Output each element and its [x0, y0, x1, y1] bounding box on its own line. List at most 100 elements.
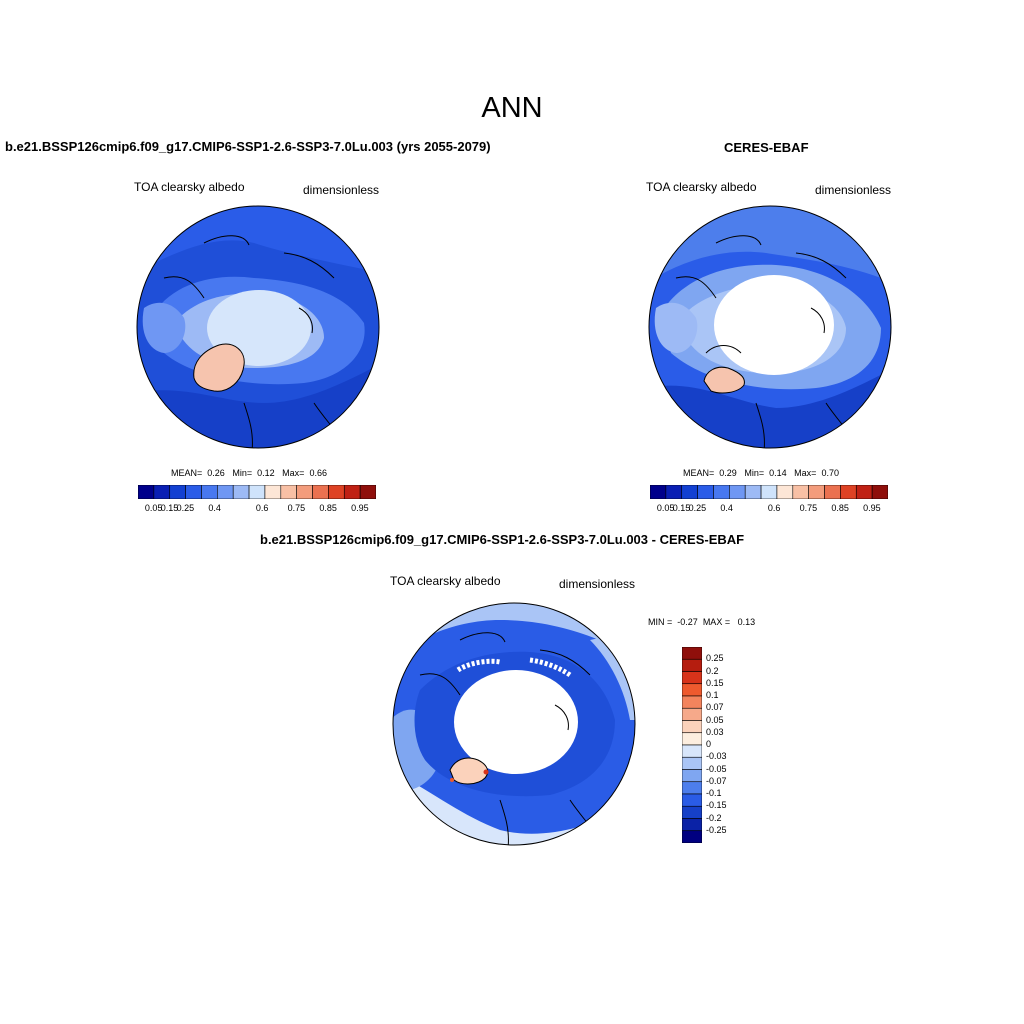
colorbar-box	[248, 485, 266, 499]
variable-label-model: TOA clearsky albedo	[134, 180, 245, 194]
colorbar-tick-label: 0.75	[287, 503, 306, 513]
colorbar-box	[697, 485, 714, 499]
colorbar-box	[328, 485, 345, 499]
colorbar-tick-label: 0.4	[208, 503, 221, 513]
panel-title-diff: b.e21.BSSP126cmip6.f09_g17.CMIP6-SSP1-2.…	[260, 532, 745, 547]
colorbar-tick-label: 0.6	[767, 503, 781, 513]
stat-max-label: Max=	[794, 468, 817, 478]
stat-mean-value: 0.26	[207, 468, 225, 478]
colorbar-tick-label: -0.1	[706, 788, 722, 798]
colorbar-box	[713, 485, 730, 499]
polar-map-diff	[392, 602, 636, 846]
colorbar-box	[776, 485, 794, 499]
stat-mean-label: MEAN=	[683, 468, 715, 478]
colorbar-box	[682, 756, 702, 770]
colorbar-tick-label: 0.6	[255, 503, 269, 513]
stat-max-label: Max=	[282, 468, 305, 478]
colorbar-box	[681, 485, 698, 499]
units-label-model: dimensionless	[303, 183, 380, 197]
stat-min-label: Min=	[232, 468, 253, 478]
colorbar-tick-label: 0.75	[799, 503, 818, 513]
colorbar-tick-label: -0.05	[706, 763, 727, 774]
colorbar-tick-label: 0.15	[706, 677, 724, 688]
colorbar-box	[359, 485, 376, 499]
colorbar-box	[682, 707, 702, 721]
colorbar-tick-label: 0.15	[672, 503, 691, 513]
colorbar-tick-label: 0.85	[319, 503, 337, 513]
colorbar-box	[871, 485, 888, 499]
colorbar-box	[682, 793, 702, 807]
units-label-diff: dimensionless	[559, 577, 636, 591]
colorbar-box	[682, 647, 702, 660]
colorbar-box	[296, 485, 313, 499]
colorbar-box	[682, 732, 702, 746]
colorbar-diff-ticks: 0.25 0.2 0.15 0.1 0.07 0.05 0.03 0 -0.03 -0.05 -0.…	[706, 647, 746, 843]
colorbar-tick-label: 0.05	[144, 503, 163, 513]
colorbar-box	[682, 683, 702, 697]
colorbar-tick-label: 0	[706, 739, 712, 749]
colorbar-tick-label: -0.25	[706, 824, 727, 835]
colorbar-box	[840, 485, 857, 499]
colorbar-tick-label: 0.2	[706, 665, 719, 676]
stat-mean-label: MEAN=	[171, 468, 203, 478]
colorbar-box	[808, 485, 825, 499]
units-label-obs: dimensionless	[815, 183, 892, 197]
colorbar-box	[201, 485, 218, 499]
colorbar-tick-label: 0.07	[706, 702, 724, 713]
stat-min-value: 0.12	[257, 468, 275, 478]
figure-title: ANN	[481, 92, 543, 124]
colorbar-tick-label: 0.95	[863, 503, 881, 513]
colorbar-box	[682, 769, 702, 783]
stat-min-label: Min=	[744, 468, 765, 478]
colorbar-tick-label: 0.25	[706, 653, 724, 664]
colorbar-box	[665, 485, 683, 499]
colorbar-diff	[682, 647, 702, 843]
colorbar-box	[682, 671, 702, 685]
colorbar-box	[343, 485, 361, 499]
colorbar-tick-label: 0.05	[656, 503, 675, 513]
colorbar-box	[280, 485, 297, 499]
colorbar-box	[682, 744, 702, 758]
colorbar-tick-label: 0.03	[706, 726, 724, 737]
colorbar-box	[682, 658, 702, 672]
stat-max-label: MAX =	[702, 617, 731, 627]
colorbar-box	[682, 805, 702, 819]
colorbar-box	[855, 485, 873, 499]
colorbar-box	[682, 781, 702, 795]
colorbar-box	[682, 720, 702, 734]
colorbar-tick-label: 0.4	[720, 503, 733, 513]
panel-title-model: b.e21.BSSP126cmip6.f09_g17.CMIP6-SSP1-2.…	[5, 139, 491, 154]
colorbar-obs	[650, 485, 888, 499]
stats-model: MEAN= 0.26 Min= 0.12 Max= 0.66	[171, 468, 327, 478]
stats-obs: MEAN= 0.29 Min= 0.14 Max= 0.70	[683, 468, 839, 478]
colorbar-tick-label: 0.85	[831, 503, 849, 513]
stat-min-value: -0.27	[677, 617, 698, 627]
colorbar-box	[312, 485, 329, 499]
colorbar-box	[185, 485, 202, 499]
stat-max-value: 0.70	[821, 468, 839, 478]
colorbar-box	[138, 485, 155, 499]
colorbar-tick-label: 0.05	[706, 714, 724, 725]
colorbar-tick-label: -0.2	[706, 812, 722, 823]
colorbar-box	[792, 485, 809, 499]
colorbar-tick-label: -0.15	[706, 800, 727, 811]
colorbar-box	[682, 695, 702, 709]
stats-diff: MIN = -0.27 MAX = 0.13	[648, 617, 755, 627]
stat-min-value: 0.14	[769, 468, 787, 478]
colorbar-box	[824, 485, 841, 499]
polar-map-model	[136, 205, 380, 449]
stat-min-label: MIN =	[648, 617, 673, 627]
colorbar-box	[217, 485, 234, 499]
colorbar-tick-label: -0.03	[706, 751, 727, 762]
colorbar-tick-label: 0.95	[351, 503, 369, 513]
panel-title-obs: CERES-EBAF	[724, 140, 809, 155]
colorbar-obs-ticks: 0.05 0.15 0.25 0.4 0.6 0.75 0.85 0.95	[650, 503, 888, 515]
colorbar-model	[138, 485, 376, 499]
colorbar-model-ticks: 0.05 0.15 0.25 0.4 0.6 0.75 0.85 0.95	[138, 503, 376, 515]
colorbar-tick-label: 0.25	[688, 503, 707, 513]
colorbar-box	[169, 485, 186, 499]
colorbar-box	[232, 485, 250, 499]
polar-map-obs	[648, 205, 892, 449]
stat-max-value: 0.66	[309, 468, 327, 478]
variable-label-obs: TOA clearsky albedo	[646, 180, 757, 194]
